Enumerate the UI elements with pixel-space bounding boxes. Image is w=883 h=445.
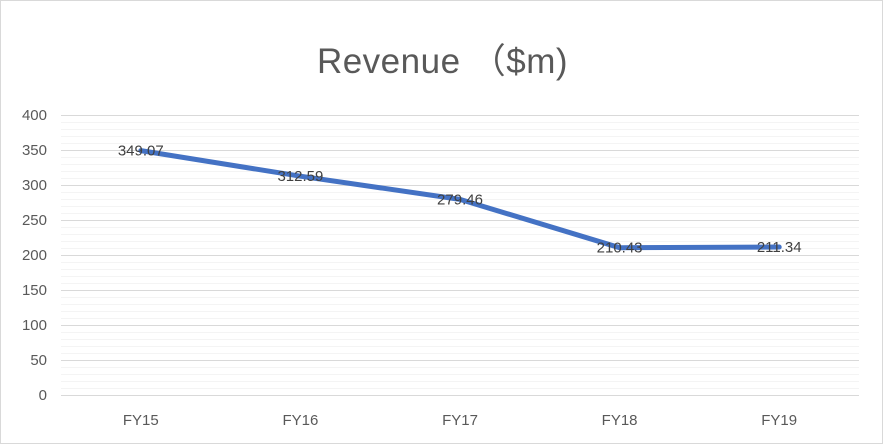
x-tick-label: FY17 — [442, 412, 478, 429]
data-label: 349.07 — [118, 143, 164, 160]
series-line — [138, 148, 782, 251]
series-revenue — [138, 148, 782, 251]
x-tick-label: FY18 — [602, 412, 638, 429]
y-tick-label: 150 — [22, 282, 47, 299]
y-tick-label: 50 — [30, 352, 47, 369]
y-tick-label: 300 — [22, 177, 47, 194]
y-tick-label: 400 — [22, 107, 47, 124]
x-tick-label: FY15 — [123, 412, 159, 429]
data-label: 211.34 — [757, 239, 802, 256]
data-label: 279.46 — [437, 191, 483, 208]
data-label: 210.43 — [597, 240, 643, 257]
y-tick-label: 0 — [39, 387, 47, 404]
data-labels: 349.07 312.59 279.46 210.43 211.34 — [118, 143, 802, 257]
x-tick-label: FY19 — [761, 412, 797, 429]
y-tick-label: 250 — [22, 212, 47, 229]
x-tick-label: FY16 — [282, 412, 318, 429]
y-tick-label: 350 — [22, 142, 47, 159]
gridlines — [61, 115, 859, 389]
y-tick-label: 100 — [22, 317, 47, 334]
chart-title: Revenue （$m) — [316, 42, 569, 81]
axes: 0 50 100 150 200 250 300 350 400 FY15 FY16 FY17 FY18… — [22, 107, 859, 429]
y-tick-label: 200 — [22, 247, 47, 264]
data-label: 312.59 — [277, 168, 323, 185]
